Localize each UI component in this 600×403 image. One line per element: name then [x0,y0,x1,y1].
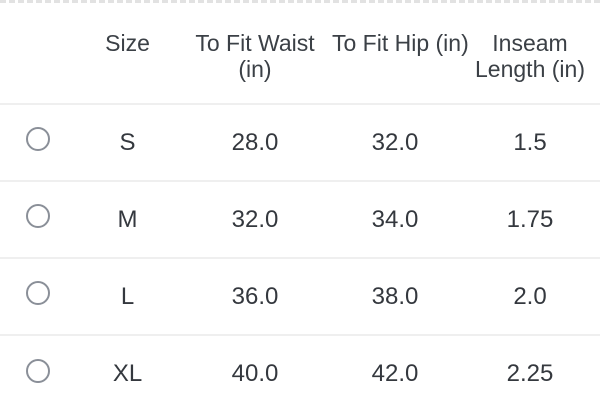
col-header-select [0,3,75,104]
radio-unchecked-icon[interactable] [25,204,50,228]
waist-cell: 32.0 [180,180,330,258]
waist-cell: 40.0 [180,334,330,403]
inseam-cell: 1.5 [460,103,600,181]
waist-cell: 36.0 [180,257,330,335]
col-header-size: Size [105,30,150,56]
radio-unchecked-icon[interactable] [25,358,50,383]
size-row-xl[interactable]: XL 40.0 42.0 2.25 [0,334,600,403]
hip-cell: 42.0 [330,334,460,403]
header-row: Size To Fit Waist (in) To Fit Hip (in) I… [0,3,600,104]
radio-cell [0,103,75,181]
waist-cell: 28.0 [180,103,330,181]
size-chart-table: Size To Fit Waist (in) To Fit Hip (in) I… [0,3,600,403]
hip-cell: 32.0 [330,103,460,181]
size-cell: XL [75,334,180,403]
col-header-waist: To Fit Waist (in) [195,30,315,82]
radio-unchecked-icon[interactable] [25,281,50,305]
radio-cell [0,180,75,258]
size-cell: M [75,180,180,258]
inseam-cell: 2.0 [460,257,600,335]
col-header-inseam: Inseam Length (in) [475,30,585,82]
size-row-s[interactable]: S 28.0 32.0 1.5 [0,103,600,181]
radio-cell [0,334,75,403]
radio-unchecked-icon[interactable] [25,127,50,151]
hip-cell: 34.0 [330,180,460,258]
size-row-l[interactable]: L 36.0 38.0 2.0 [0,257,600,335]
col-header-hip: To Fit Hip (in) [332,30,469,56]
inseam-cell: 1.75 [460,180,600,258]
size-chart-body: S 28.0 32.0 1.5 M 32.0 34.0 1.75 L 36.0 … [0,103,600,403]
size-chart-header: Size To Fit Waist (in) To Fit Hip (in) I… [0,3,600,104]
inseam-cell: 2.25 [460,334,600,403]
size-cell: L [75,257,180,335]
size-row-m[interactable]: M 32.0 34.0 1.75 [0,180,600,258]
size-cell: S [75,103,180,181]
hip-cell: 38.0 [330,257,460,335]
radio-cell [0,257,75,335]
